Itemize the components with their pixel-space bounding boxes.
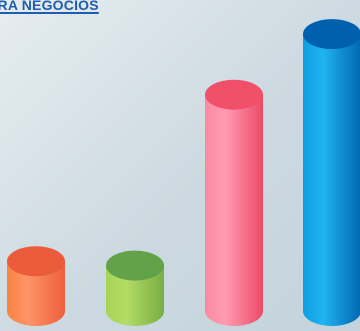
chart-bar-top-cap: [7, 246, 65, 277]
chart-bar-2: [106, 250, 164, 326]
chart-bar-1: [7, 246, 65, 326]
header-link[interactable]: ERA NEGOCIOS: [0, 0, 99, 13]
chart-bar-body: [303, 34, 360, 326]
bars-layer: [7, 19, 360, 326]
chart-bar-top-cap: [106, 250, 164, 281]
chart-bar-body: [7, 261, 65, 326]
chart-bar-top-cap: [205, 79, 263, 110]
chart-bar-body: [106, 265, 164, 326]
chart-bar-body: [205, 94, 263, 326]
chart-bar-top-cap: [303, 19, 360, 50]
chart-bar-3: [205, 79, 263, 326]
chart-bar-4: [303, 19, 360, 326]
